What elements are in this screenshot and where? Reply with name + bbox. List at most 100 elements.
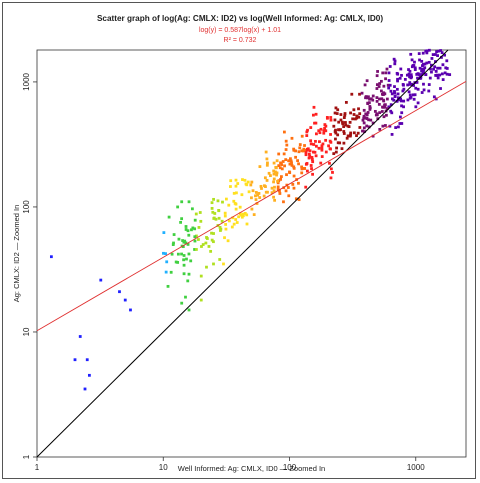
data-point xyxy=(375,113,379,117)
data-point xyxy=(265,163,269,167)
data-point xyxy=(287,159,290,163)
data-point xyxy=(307,156,311,160)
data-point xyxy=(390,111,394,115)
data-point xyxy=(415,81,419,84)
data-point xyxy=(418,66,422,70)
data-point xyxy=(395,99,399,103)
data-point xyxy=(436,54,439,58)
data-point xyxy=(210,231,213,235)
data-point xyxy=(258,196,262,199)
data-point xyxy=(328,161,331,165)
data-point xyxy=(429,67,432,71)
data-point xyxy=(403,77,407,81)
data-point xyxy=(427,48,431,52)
data-point xyxy=(190,228,193,232)
data-point xyxy=(382,115,386,119)
data-point xyxy=(380,110,384,113)
data-point xyxy=(440,51,444,54)
data-point xyxy=(414,86,418,90)
data-point xyxy=(200,245,203,248)
data-point xyxy=(306,147,310,151)
data-point xyxy=(427,89,431,93)
data-point xyxy=(83,387,87,391)
data-point xyxy=(335,112,339,115)
data-point xyxy=(311,160,315,164)
data-point xyxy=(174,260,178,264)
data-point xyxy=(193,218,197,222)
data-point xyxy=(193,227,197,231)
data-point xyxy=(397,125,400,129)
data-point xyxy=(361,118,365,122)
data-point xyxy=(325,116,329,119)
data-point xyxy=(385,67,389,71)
data-point xyxy=(304,153,308,157)
data-point xyxy=(365,96,369,100)
x-tick-label: 1000 xyxy=(407,463,425,472)
data-point xyxy=(440,72,444,76)
data-point xyxy=(186,243,190,246)
data-point xyxy=(250,207,254,211)
data-point xyxy=(320,148,324,152)
data-point xyxy=(288,162,292,166)
data-point xyxy=(304,185,308,189)
data-point xyxy=(407,68,410,71)
data-point xyxy=(305,130,309,134)
data-point xyxy=(240,215,244,219)
data-point xyxy=(445,67,449,70)
data-point xyxy=(384,113,388,117)
data-point xyxy=(437,49,440,53)
data-point xyxy=(395,71,399,75)
data-point xyxy=(265,157,269,161)
data-point xyxy=(87,373,91,377)
data-point xyxy=(339,128,342,132)
data-point xyxy=(354,117,357,121)
data-point xyxy=(422,88,426,92)
data-point xyxy=(367,118,370,122)
data-point xyxy=(297,198,301,202)
data-point xyxy=(210,206,214,210)
data-point xyxy=(362,126,366,130)
data-point xyxy=(260,187,263,190)
data-point xyxy=(352,108,356,112)
data-point xyxy=(397,98,400,102)
data-point xyxy=(342,130,346,133)
data-point xyxy=(409,73,413,77)
data-point xyxy=(278,166,282,170)
data-point xyxy=(387,79,391,82)
data-point xyxy=(298,143,302,146)
data-point xyxy=(328,139,332,143)
data-point xyxy=(336,108,340,112)
data-point xyxy=(197,226,201,229)
data-point xyxy=(305,162,309,165)
data-point xyxy=(209,249,213,253)
data-point xyxy=(276,179,279,183)
data-point xyxy=(351,117,355,121)
data-point xyxy=(377,102,381,106)
data-point xyxy=(333,118,337,122)
data-point xyxy=(395,87,399,91)
data-point xyxy=(362,121,366,125)
y-axis-label: Ag: CMLX: ID2 — Zoomed In xyxy=(12,205,21,303)
data-point xyxy=(376,70,379,73)
data-point xyxy=(162,231,166,235)
data-point xyxy=(375,96,379,99)
data-point xyxy=(294,149,298,153)
data-point xyxy=(380,92,384,96)
data-point xyxy=(315,132,318,136)
data-point xyxy=(337,120,341,124)
data-point xyxy=(292,186,296,190)
data-point xyxy=(227,219,231,223)
data-point xyxy=(309,126,313,129)
data-point xyxy=(416,87,420,91)
x-axis-label: Well Informed: Ag: CMLX, ID0 — Zoomed In xyxy=(178,464,325,473)
data-point xyxy=(254,191,258,194)
data-point xyxy=(310,158,314,161)
chart-title: Scatter graph of log(Ag: CMLX: ID2) vs l… xyxy=(96,14,384,23)
data-point xyxy=(284,148,288,151)
data-point xyxy=(349,131,353,135)
data-point xyxy=(356,131,360,135)
points-layer xyxy=(49,48,452,391)
data-point xyxy=(234,218,238,221)
data-point xyxy=(362,108,366,112)
data-point xyxy=(252,213,256,217)
